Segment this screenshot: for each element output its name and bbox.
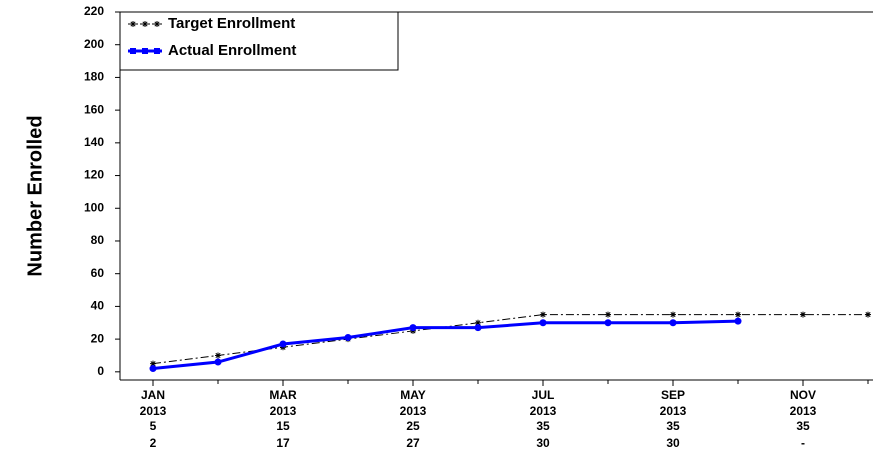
- legend-marker: [142, 21, 148, 27]
- marker-stroke: [150, 361, 156, 367]
- x-tick-year: 2013: [790, 404, 817, 418]
- y-tick-label: 160: [84, 102, 104, 116]
- x-tick-label: JUL: [532, 388, 555, 402]
- x-tick-year: 2013: [660, 404, 687, 418]
- marker-stroke: [130, 21, 136, 27]
- value-label: 30: [536, 436, 550, 450]
- y-tick-label: 60: [91, 266, 105, 280]
- x-tick-label: SEP: [661, 388, 685, 402]
- point-marker: [474, 324, 482, 332]
- legend-marker: [154, 48, 160, 54]
- point-marker: [214, 358, 222, 366]
- x-tick-label: MAY: [400, 388, 426, 402]
- point-marker: [215, 352, 221, 359]
- x-tick-year: 2013: [530, 404, 557, 418]
- marker-stroke: [800, 312, 806, 318]
- marker-stroke: [215, 352, 221, 359]
- marker-stroke: [605, 312, 611, 318]
- point-marker: [475, 319, 481, 326]
- x-tick-label: MAR: [269, 388, 297, 402]
- marker-stroke: [540, 312, 546, 318]
- marker-stroke: [475, 320, 481, 326]
- value-label: 30: [666, 436, 680, 450]
- series-line: [152, 319, 739, 371]
- value-label: 15: [276, 419, 290, 433]
- y-tick-label: 180: [84, 70, 104, 84]
- marker-stroke: [865, 312, 871, 318]
- point-marker: [344, 333, 352, 341]
- y-tick-label: 200: [84, 37, 104, 51]
- marker-stroke: [142, 21, 148, 27]
- value-label: 27: [406, 436, 420, 450]
- value-label: 17: [276, 436, 290, 450]
- legend-marker: [130, 21, 136, 27]
- y-tick-label: 100: [84, 200, 104, 214]
- value-label: 2: [150, 436, 157, 450]
- legend-marker: [130, 48, 136, 54]
- point-marker: [800, 311, 806, 318]
- value-label: 35: [666, 419, 680, 433]
- point-marker: [734, 317, 742, 325]
- point-marker: [149, 365, 157, 373]
- x-tick-year: 2013: [270, 404, 297, 418]
- marker-stroke: [670, 312, 676, 318]
- value-label: 35: [796, 419, 810, 433]
- x-tick-year: 2013: [140, 404, 167, 418]
- legend-label: Target Enrollment: [168, 15, 295, 32]
- y-tick-label: 220: [84, 4, 104, 18]
- x-tick-year: 2013: [400, 404, 427, 418]
- y-axis-label: Number Enrolled: [24, 115, 46, 276]
- marker-stroke: [154, 21, 160, 27]
- legend-marker: [142, 48, 148, 54]
- y-tick-label: 120: [84, 168, 104, 182]
- point-marker: [540, 311, 546, 318]
- y-tick-label: 80: [91, 233, 105, 247]
- legend-marker: [154, 21, 160, 27]
- y-tick-label: 20: [91, 331, 105, 345]
- x-tick-label: JAN: [141, 388, 165, 402]
- x-tick-label: NOV: [790, 388, 816, 402]
- y-tick-label: 0: [97, 364, 104, 378]
- value-label: 5: [150, 419, 157, 433]
- marker-stroke: [735, 312, 741, 318]
- point-marker: [605, 311, 611, 318]
- point-marker: [735, 311, 741, 318]
- legend-label: Actual Enrollment: [168, 42, 296, 59]
- legend-box: [119, 11, 399, 71]
- y-tick-label: 40: [91, 299, 105, 313]
- value-label: -: [801, 436, 805, 450]
- value-label: 25: [406, 419, 420, 433]
- point-marker: [539, 319, 547, 327]
- point-marker: [865, 311, 871, 318]
- point-marker: [279, 340, 287, 348]
- y-tick-label: 140: [84, 135, 104, 149]
- point-marker: [669, 319, 677, 327]
- series-line: [152, 314, 868, 365]
- point-marker: [604, 319, 612, 327]
- value-label: 35: [536, 419, 550, 433]
- point-marker: [409, 324, 417, 332]
- point-marker: [670, 311, 676, 318]
